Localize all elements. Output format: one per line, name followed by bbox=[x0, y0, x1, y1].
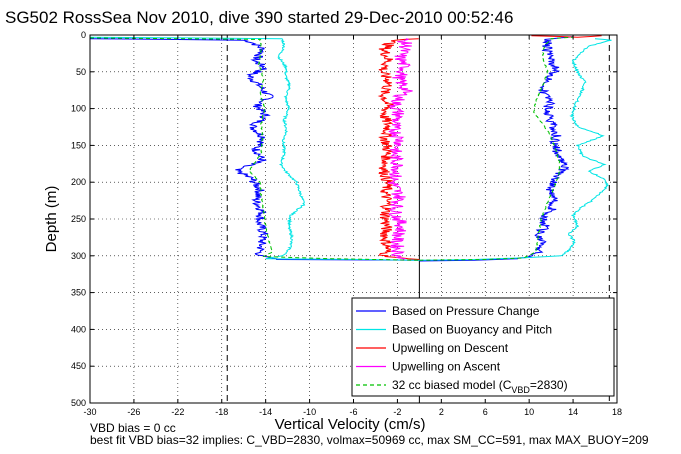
note-vbd-bias: VBD bias = 0 cc bbox=[90, 421, 176, 435]
legend: Based on Pressure Change Based on Buoyanc… bbox=[351, 297, 615, 397]
y-tick-label: 500 bbox=[71, 398, 86, 408]
x-tick-label: 18 bbox=[612, 407, 622, 417]
series-line-3-descent bbox=[377, 38, 420, 260]
x-tick-label: 2 bbox=[439, 407, 444, 417]
legend-label-sub: VBD bbox=[511, 385, 530, 395]
legend-label-end: =2830) bbox=[530, 378, 568, 392]
series-line-4-descent bbox=[387, 38, 413, 260]
legend-label: Based on Pressure Change bbox=[392, 304, 540, 318]
x-tick-label: -6 bbox=[349, 407, 357, 417]
y-tick-label: 350 bbox=[71, 288, 86, 298]
y-tick-label: 300 bbox=[71, 251, 86, 261]
legend-label: Upwelling on Descent bbox=[392, 341, 509, 355]
legend-label: Based on Buoyancy and Pitch bbox=[392, 323, 552, 337]
series-line-2-descent bbox=[89, 36, 420, 261]
x-tick-label: -10 bbox=[303, 407, 316, 417]
x-tick-label: -30 bbox=[83, 407, 96, 417]
x-tick-label: 6 bbox=[483, 407, 488, 417]
series-line-1-descent bbox=[89, 38, 420, 261]
y-tick-label: 450 bbox=[71, 361, 86, 371]
y-axis-label: Depth (m) bbox=[43, 186, 60, 253]
x-axis-label: Vertical Velocity (cm/s) bbox=[275, 416, 426, 433]
x-axis-ticks: -30 -26 -22 -18 -14 -10 -6 -2 2 6 10 14 18 bbox=[83, 35, 622, 417]
x-tick-label: -14 bbox=[259, 407, 272, 417]
y-tick-label: 50 bbox=[76, 67, 86, 77]
series-layer bbox=[89, 35, 612, 262]
x-tick-label: -22 bbox=[171, 407, 184, 417]
x-tick-label: -26 bbox=[127, 407, 140, 417]
x-tick-label: -18 bbox=[215, 407, 228, 417]
legend-label-main: 32 cc biased model (C bbox=[392, 378, 512, 392]
y-tick-label: 0 bbox=[81, 30, 86, 40]
note-best-fit: best fit VBD bias=32 implies: C_VBD=2830… bbox=[90, 433, 649, 447]
x-tick-label: 10 bbox=[524, 407, 534, 417]
legend-label: 32 cc biased model (CVBD=2830) bbox=[392, 378, 568, 395]
series-line-1-ascent bbox=[419, 36, 574, 262]
legend-box bbox=[351, 297, 615, 397]
y-tick-label: 400 bbox=[71, 324, 86, 334]
series-line-5-ascent bbox=[419, 36, 574, 261]
series-line-3-ascent bbox=[531, 35, 602, 38]
chart-title: SG502 RossSea Nov 2010, dive 390 started… bbox=[5, 8, 513, 27]
y-tick-label: 250 bbox=[71, 214, 86, 224]
y-tick-label: 150 bbox=[71, 140, 86, 150]
y-tick-label: 200 bbox=[71, 177, 86, 187]
series-line-2-ascent bbox=[419, 38, 612, 261]
x-tick-label: -2 bbox=[393, 407, 401, 417]
legend-label: Upwelling on Ascent bbox=[392, 360, 501, 374]
series-line-5-descent bbox=[89, 37, 420, 261]
x-tick-label: 14 bbox=[568, 407, 578, 417]
y-tick-label: 100 bbox=[71, 104, 86, 114]
